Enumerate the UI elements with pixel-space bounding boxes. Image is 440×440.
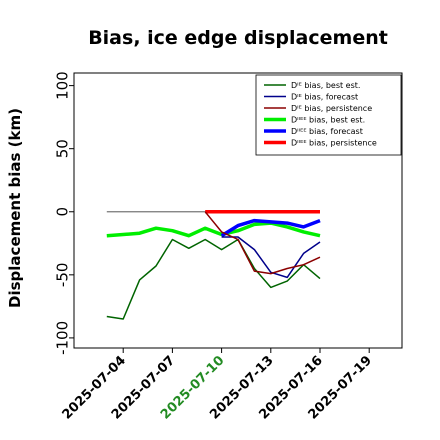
- series-line-2: [221, 236, 321, 279]
- series-line-1: [106, 238, 321, 320]
- legend-label-4: Dᴵᴵᴱᴱ bias, best est.: [291, 116, 365, 125]
- chart-title: Bias, ice edge displacement: [88, 27, 388, 49]
- series-line-5: [220, 218, 321, 238]
- y-tick-label: 100: [53, 71, 71, 100]
- plot-area: [106, 210, 321, 320]
- y-tick-label: 0: [53, 207, 71, 217]
- y-axis-label: Displacement bias (km): [6, 108, 24, 308]
- y-tick-label: -50: [53, 263, 71, 288]
- legend-label-6: Dᴵᴵᴱᴱ bias, persistence: [291, 139, 377, 148]
- legend-label-2: Dᴵᴱ bias, forecast: [291, 93, 358, 102]
- series-line-3: [204, 211, 321, 275]
- y-tick-label: 50: [53, 139, 71, 158]
- series-line-4: [106, 221, 321, 238]
- legend-label-1: Dᴵᴱ bias, best est.: [291, 81, 360, 90]
- plot-frame: [73, 72, 403, 349]
- legend: Dᴵᴱ bias, best est. Dᴵᴱ bias, forecast Dᴵᴱ…: [255, 74, 402, 156]
- legend-label-5: Dᴵᴵᴱᴱ bias, forecast: [291, 127, 363, 136]
- legend-label-3: Dᴵᴱ bias, persistence: [291, 104, 372, 113]
- y-tick-label: -100: [53, 321, 71, 355]
